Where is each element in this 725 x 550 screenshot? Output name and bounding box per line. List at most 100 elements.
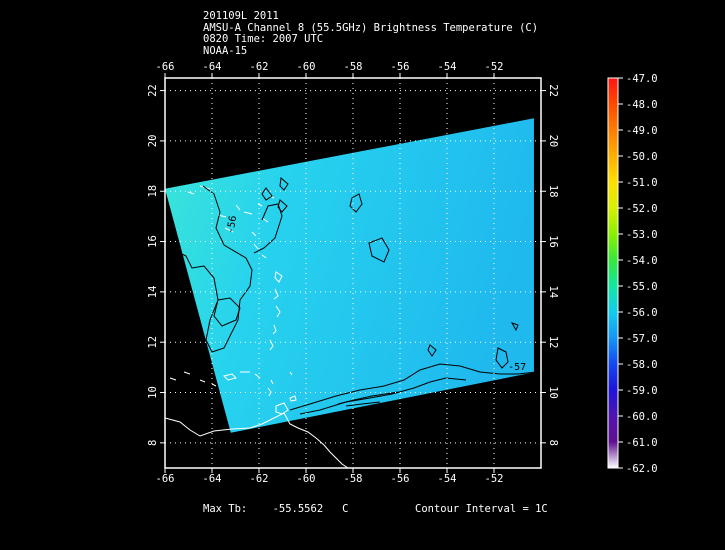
graticule [165,78,541,468]
colorbar-label: -50.0 [626,151,658,163]
lat-label-left: 16 [147,235,159,248]
lat-label-right: 18 [547,185,559,198]
coastline-segment [253,243,259,250]
colorbar-label: -54.0 [626,255,658,267]
coastline-segment [272,324,277,335]
lat-label-left: 20 [147,135,159,148]
coastline-segment [251,231,257,237]
coastline-segment [183,371,191,375]
lat-label-right: 22 [547,84,559,97]
lat-label-right: 10 [547,386,559,399]
coastline-segment [235,204,241,211]
header-satellite: NOAA-15 [203,44,248,57]
colorbar-ramp [607,77,619,469]
lat-label-left: 14 [147,286,159,299]
coastline-segment [270,379,274,385]
lat-label-left: 18 [147,185,159,198]
coastline-segment [273,288,279,300]
header-product: AMSU-A Channel 8 (55.5GHz) Brightness Te… [203,21,539,34]
lat-label-right: 12 [547,336,559,349]
lon-label-top: -60 [297,61,316,73]
colorbar-label: -60.0 [626,411,658,423]
contour-line [427,344,437,357]
colorbar-label: -53.0 [626,229,658,241]
lon-label-bottom: -56 [391,473,410,485]
contour-line [253,203,283,254]
lon-label-top: -64 [203,61,222,73]
colorbar-label: -48.0 [626,99,658,111]
colorbar-label: -52.0 [626,203,658,215]
contour-line [289,363,537,411]
lon-label-bottom: -54 [438,473,457,485]
ticks [160,73,546,473]
lon-label-bottom: -58 [344,473,363,485]
colorbar-label: -47.0 [626,73,658,85]
colorbar-label: -55.0 [626,281,658,293]
contour-line [261,187,273,201]
lon-label-bottom: -62 [250,473,269,485]
contour-line [213,297,241,327]
chart-header: 201109L 2011 AMSU-A Channel 8 (55.5GHz) B… [203,10,539,57]
lat-label-left: 10 [147,386,159,399]
max-tb-label: Max Tb: [203,503,248,515]
lon-label-bottom: -60 [297,473,316,485]
header-time: 0820 Time: 2007 UTC [203,33,324,45]
lat-label-right: 8 [547,440,559,446]
lon-label-bottom: -66 [156,473,175,485]
header-storm-id: 201109L 2011 [203,10,279,22]
coastline-segment [211,383,217,387]
coastline-segment [169,377,177,381]
contour-line [279,177,289,191]
colorbar-label: -49.0 [626,125,658,137]
colorbar-label: -61.0 [626,437,658,449]
coastline-segment [254,373,261,379]
tick-labels: -66 -66 -64 -64 -62 -62 -60 -60 -58 -58 -56 -56 -54 -… [147,61,559,485]
lon-label-top: -54 [438,61,457,73]
contour-interval-label: Contour Interval = 1C [415,503,548,515]
contour-line [510,322,519,332]
coastline-segment [275,402,289,415]
lon-label-top: -66 [156,61,175,73]
plot-area: -56 -57 [165,118,537,468]
lon-label-bottom: -64 [203,473,222,485]
colorbar-label: -57.0 [626,333,658,345]
data-swath [165,118,534,433]
lat-label-left: 22 [147,84,159,97]
lat-label-right: 16 [547,235,559,248]
max-tb-value: -55.5562 [272,503,324,515]
contour-line [345,401,381,407]
max-tb-readout: Max Tb: -55.5562 C [203,503,348,515]
contour-line [337,391,399,405]
colorbar-label: -56.0 [626,307,658,319]
coastline-segment [267,387,272,397]
contour-line [299,377,467,415]
lon-label-top: -56 [391,61,410,73]
coastline-segment [223,373,237,381]
lat-label-right: 20 [547,135,559,148]
lat-label-left: 12 [147,336,159,349]
colorbar-label: -62.0 [626,463,658,475]
coastline-segment [187,191,195,195]
lon-label-top: -58 [344,61,363,73]
lon-label-top: -52 [485,61,504,73]
contour-line [173,185,253,353]
contour-label: -56 [225,215,239,235]
coastline-segment [289,371,293,376]
colorbar-label: -51.0 [626,177,658,189]
lat-label-left: 8 [147,440,159,446]
coastlines [165,185,349,468]
contour-line [349,193,363,213]
contour-line [368,237,390,263]
coastline-segment [257,203,263,207]
colorbar-label: -59.0 [626,385,658,397]
max-tb-unit: C [342,503,349,515]
lon-label-top: -62 [250,61,269,73]
coastline-segment [289,395,297,402]
coastline-segment [275,305,281,318]
coastline-segment [274,271,283,283]
coastline-segment [199,379,206,383]
lat-label-right: 14 [547,286,559,299]
contours [173,177,537,415]
coastline-segment [261,254,267,259]
